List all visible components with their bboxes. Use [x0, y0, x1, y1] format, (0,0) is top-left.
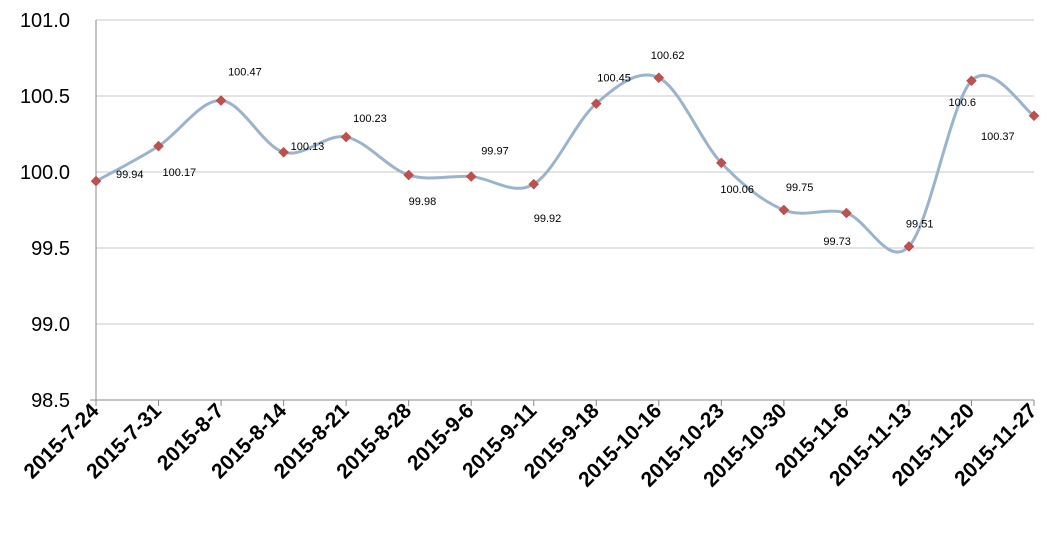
y-axis-tick-labels: 98.5 99.0 99.5 100.0 100.5 101.0 — [20, 10, 70, 412]
data-point-marker — [465, 171, 477, 182]
data-label: 99.92 — [534, 213, 562, 225]
data-point-marker — [278, 146, 289, 158]
data-point-marker — [403, 169, 415, 181]
y-tick-label: 99.0 — [31, 314, 70, 336]
data-point-marker — [340, 131, 352, 143]
y-tick-label: 100.5 — [20, 86, 70, 108]
data-label: 100.6 — [948, 97, 976, 109]
data-label: 100.13 — [291, 141, 325, 153]
data-markers — [90, 72, 1040, 252]
series-line-path — [95, 73, 1035, 254]
data-point-marker — [841, 207, 852, 219]
data-label: 99.94 — [116, 169, 144, 181]
data-label: 99.97 — [481, 146, 509, 158]
data-point-marker — [528, 178, 540, 190]
data-label: 99.73 — [823, 236, 851, 248]
y-tick-label: 100.0 — [20, 162, 70, 184]
data-point-marker — [778, 204, 790, 216]
data-labels: 99.94 100.17 100.47 100.13 100.23 99.98 99.97 9… — [116, 50, 1015, 248]
data-point-marker — [903, 241, 915, 252]
data-label: 100.37 — [981, 131, 1015, 143]
data-point-marker — [1028, 110, 1040, 122]
data-label: 100.06 — [720, 184, 754, 196]
data-point-marker — [215, 95, 227, 106]
data-point-marker — [153, 140, 164, 152]
x-axis-tick-labels: 2015-7-242015-7-312015-8-72015-8-142015-… — [20, 399, 1042, 491]
data-label: 99.98 — [409, 196, 437, 208]
data-label: 100.62 — [651, 50, 685, 62]
series-line — [95, 73, 1035, 254]
data-point-marker — [966, 75, 977, 87]
data-label: 100.23 — [353, 113, 387, 125]
axes — [90, 20, 1035, 406]
data-label: 99.75 — [786, 182, 814, 194]
data-label: 100.47 — [228, 67, 262, 79]
data-point-marker — [715, 157, 727, 169]
data-point-marker — [90, 175, 102, 187]
data-point-marker — [653, 72, 665, 84]
y-tick-label: 98.5 — [31, 390, 70, 412]
data-label: 99.51 — [906, 218, 934, 230]
y-tick-label: 99.5 — [31, 238, 70, 260]
data-label: 100.45 — [597, 73, 631, 85]
y-tick-label: 101.0 — [20, 10, 70, 32]
gridlines — [96, 19, 1034, 325]
data-point-marker — [590, 98, 602, 109]
data-label: 100.17 — [163, 167, 197, 179]
